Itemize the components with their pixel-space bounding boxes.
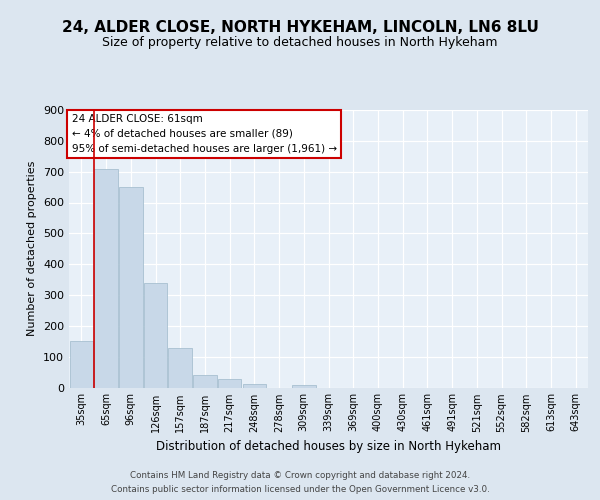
Bar xyxy=(94,168,118,388)
Text: Size of property relative to detached houses in North Hykeham: Size of property relative to detached ho… xyxy=(102,36,498,49)
Text: Contains HM Land Registry data © Crown copyright and database right 2024.: Contains HM Land Registry data © Crown c… xyxy=(130,472,470,480)
Text: 24, ALDER CLOSE, NORTH HYKEHAM, LINCOLN, LN6 8LU: 24, ALDER CLOSE, NORTH HYKEHAM, LINCOLN,… xyxy=(62,20,538,35)
Bar xyxy=(169,348,192,388)
Text: 24 ALDER CLOSE: 61sqm
← 4% of detached houses are smaller (89)
95% of semi-detac: 24 ALDER CLOSE: 61sqm ← 4% of detached h… xyxy=(71,114,337,154)
Bar xyxy=(193,374,217,388)
X-axis label: Distribution of detached houses by size in North Hykeham: Distribution of detached houses by size … xyxy=(156,440,501,453)
Bar xyxy=(242,384,266,388)
Bar xyxy=(70,341,93,388)
Text: Contains public sector information licensed under the Open Government Licence v3: Contains public sector information licen… xyxy=(110,484,490,494)
Bar xyxy=(218,379,241,388)
Y-axis label: Number of detached properties: Number of detached properties xyxy=(28,161,37,336)
Bar xyxy=(119,187,143,388)
Bar xyxy=(144,282,167,388)
Bar xyxy=(292,385,316,388)
